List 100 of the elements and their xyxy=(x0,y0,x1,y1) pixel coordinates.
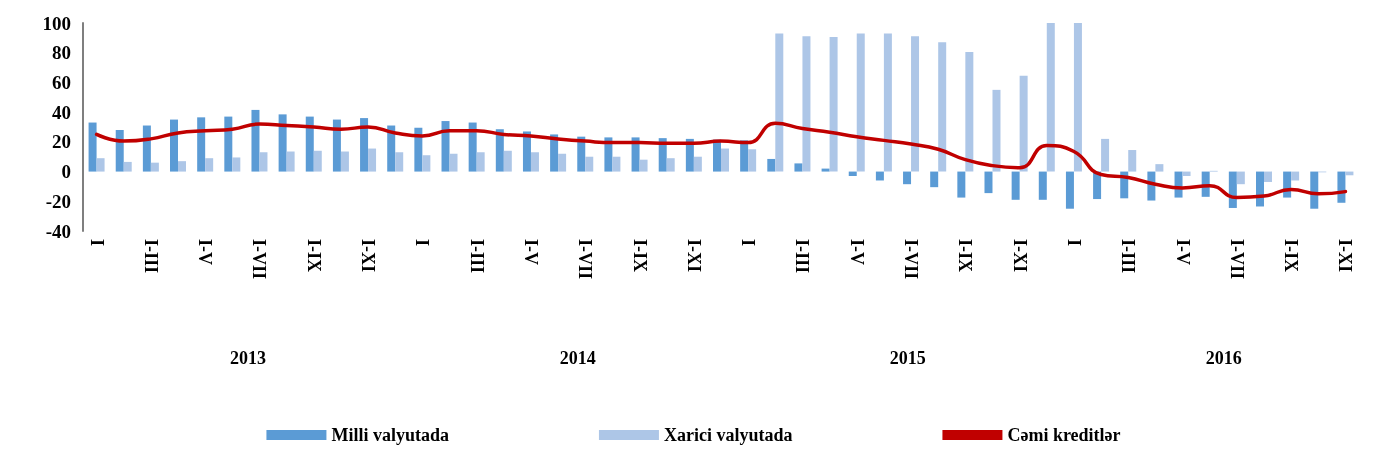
bar xyxy=(666,158,675,172)
y-tick-label: 0 xyxy=(61,161,71,183)
bar xyxy=(1073,23,1082,172)
bar xyxy=(332,119,341,172)
x-tick-label: I-III xyxy=(466,239,487,274)
bar xyxy=(1101,138,1110,172)
bar xyxy=(205,158,214,172)
x-tick-label: I-XI xyxy=(358,239,379,273)
x-tick-label: I xyxy=(86,239,107,247)
x-tick-label: I-IX xyxy=(629,239,650,273)
bar xyxy=(775,33,784,172)
x-tick-label: I-III xyxy=(1118,239,1139,274)
bar xyxy=(631,137,640,172)
bar xyxy=(278,114,287,172)
bar xyxy=(1263,171,1272,182)
bar xyxy=(170,119,179,172)
x-tick-label: I-III xyxy=(792,239,813,274)
bar xyxy=(96,158,105,172)
x-tick-label: I-VII xyxy=(901,239,922,280)
bar xyxy=(604,137,613,172)
bar xyxy=(740,140,749,172)
bar xyxy=(856,33,865,172)
bar xyxy=(984,171,993,194)
legend-label: Xarici valyutada xyxy=(663,425,793,445)
bar xyxy=(639,159,648,172)
y-tick-label: -20 xyxy=(45,190,71,212)
bar xyxy=(883,33,892,172)
bar xyxy=(992,89,1001,172)
bar xyxy=(522,131,531,172)
bar xyxy=(965,51,974,172)
bar xyxy=(495,129,504,172)
bar xyxy=(1291,171,1300,181)
x-tick-label: I-III xyxy=(140,239,161,274)
bar xyxy=(313,150,322,172)
bar xyxy=(178,161,187,172)
bar xyxy=(612,156,621,172)
text: 2016 xyxy=(1205,348,1242,368)
bar xyxy=(957,171,966,198)
bar xyxy=(395,152,404,172)
bar xyxy=(930,171,939,188)
bar xyxy=(794,163,803,172)
y-tick-label: 80 xyxy=(52,42,71,64)
bar xyxy=(1011,171,1020,200)
x-tick-label: I-V xyxy=(195,239,216,265)
bar xyxy=(251,109,260,172)
bar xyxy=(911,36,920,172)
bar xyxy=(286,151,295,172)
bar xyxy=(414,127,423,172)
bar xyxy=(530,152,539,172)
x-tick-label: I-V xyxy=(846,239,867,265)
bar xyxy=(685,138,694,172)
bar xyxy=(1310,171,1319,209)
line-series xyxy=(94,121,1348,200)
bar xyxy=(938,42,947,172)
bar xyxy=(368,148,377,172)
bar xyxy=(232,157,241,172)
bar xyxy=(1038,171,1047,200)
x-tick-label: I-VII xyxy=(1226,239,1247,280)
bar xyxy=(821,168,830,172)
x-tick-label: I-VII xyxy=(575,239,596,280)
bar xyxy=(197,117,206,172)
bar xyxy=(1065,171,1074,209)
bar xyxy=(875,171,884,181)
x-tick-label: I-XI xyxy=(683,239,704,273)
bar xyxy=(503,150,512,172)
bar xyxy=(1128,150,1137,172)
bar xyxy=(224,116,233,172)
bar xyxy=(449,153,458,172)
legend-label: Cəmi kreditlər xyxy=(1007,425,1121,445)
bar xyxy=(767,158,776,172)
y-tick-label: 40 xyxy=(52,101,71,123)
x-tick-label: I-VII xyxy=(249,239,270,280)
bar xyxy=(441,121,450,172)
legend-label: Milli valyutada xyxy=(331,425,449,445)
x-tick-label: I-XI xyxy=(1335,239,1356,273)
bar xyxy=(259,152,268,172)
x-tick-label: I xyxy=(412,239,433,247)
bar xyxy=(1046,23,1055,172)
bar xyxy=(693,156,702,172)
text: 2014 xyxy=(559,348,596,368)
bar xyxy=(829,37,838,172)
bar xyxy=(468,122,477,172)
bar xyxy=(150,162,159,172)
bar xyxy=(903,171,912,185)
x-tick-label: I-V xyxy=(520,239,541,265)
bar xyxy=(123,161,132,172)
y-tick-label: 60 xyxy=(52,71,71,93)
bar xyxy=(422,155,431,172)
y-tick-label: 100 xyxy=(42,12,71,34)
text: 2015 xyxy=(889,348,926,368)
bar xyxy=(387,125,396,172)
x-tick-label: I xyxy=(738,239,759,247)
x-tick-label: I-IX xyxy=(1281,239,1302,273)
bar xyxy=(88,122,97,172)
x-tick-label: I-IX xyxy=(955,239,976,273)
x-tick-label: I-XI xyxy=(1009,239,1030,273)
bar xyxy=(305,116,314,172)
x-tick-label: I xyxy=(1063,239,1084,247)
bar xyxy=(721,148,729,172)
y-tick-label: 20 xyxy=(52,131,71,153)
